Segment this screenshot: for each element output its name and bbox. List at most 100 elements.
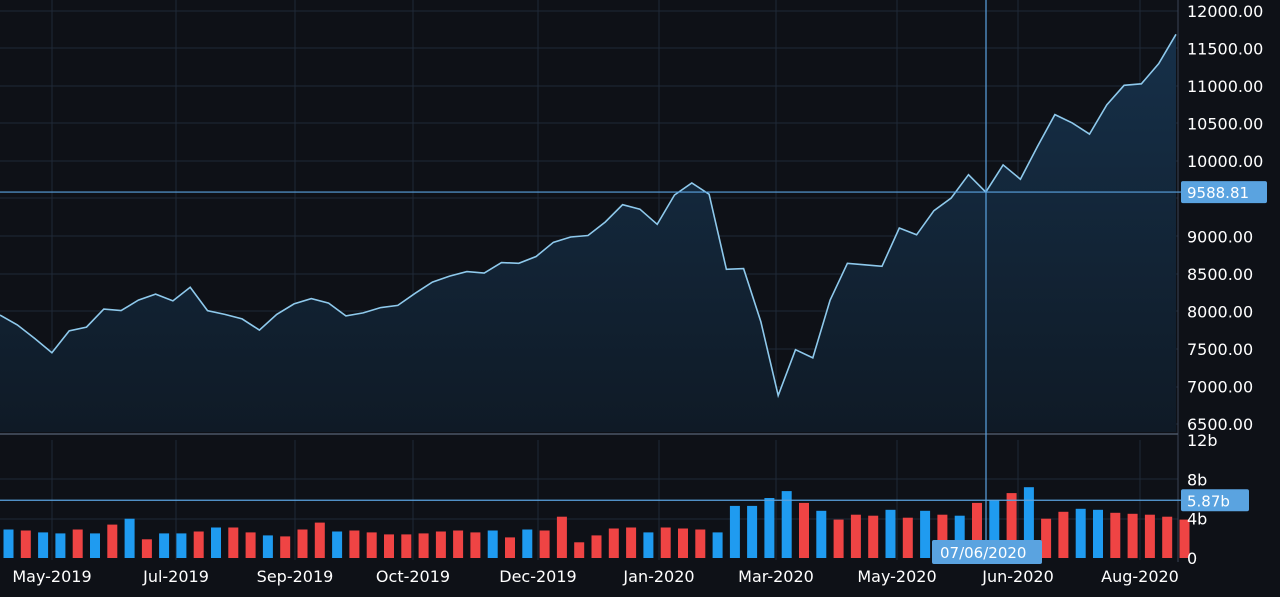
volume-bar (902, 517, 913, 558)
volume-bar (1162, 516, 1173, 558)
volume-bar (349, 530, 360, 558)
price-tick-label: 6500.00 (1187, 415, 1253, 434)
price-tick-label: 8500.00 (1187, 265, 1253, 284)
price-axis: 12000.00 11500.00 11000.00 10500.00 10000.00… (1187, 2, 1263, 434)
volume-bar (954, 515, 965, 558)
volume-bar (453, 530, 464, 558)
volume-bar (1144, 514, 1155, 558)
volume-bar (72, 529, 83, 558)
volume-bar (487, 530, 498, 558)
time-axis: May-2019 Jul-2019 Sep-2019 Oct-2019 Dec-2019… (12, 567, 1179, 586)
price-tick-label: 10000.00 (1187, 152, 1263, 171)
volume-bar (384, 534, 394, 558)
volume-bar (539, 530, 550, 558)
volume-bar (435, 531, 446, 558)
volume-bar (747, 505, 758, 558)
price-tick-label: 11000.00 (1187, 77, 1263, 96)
volume-tick-label: 8b (1187, 470, 1207, 489)
time-tick-label: Oct-2019 (376, 567, 450, 586)
time-tick-label: Jun-2020 (981, 567, 1054, 586)
volume-bar (608, 528, 619, 558)
volume-bar (314, 522, 325, 558)
volume-bar (107, 524, 118, 558)
volume-bar (816, 510, 827, 558)
volume-bar (193, 531, 204, 558)
volume-axis: 12b 8b 4b 0 (1187, 431, 1218, 568)
volume-bar (626, 527, 637, 558)
time-tick-label: Aug-2020 (1101, 567, 1179, 586)
volume-bar (1127, 513, 1138, 559)
volume-bar (729, 505, 740, 558)
price-crosshair-value: 9588.81 (1187, 184, 1249, 202)
price-tick-label: 7500.00 (1187, 340, 1253, 359)
volume-bar (885, 509, 896, 558)
volume-bar (20, 530, 31, 558)
volume-bar (643, 532, 654, 558)
volume-bar (660, 527, 671, 558)
volume-bar (920, 510, 931, 558)
volume-bar (868, 515, 879, 558)
volume-bar (262, 535, 273, 558)
volume-bar (781, 491, 792, 558)
volume-bar (989, 500, 1000, 558)
price-tick-label: 12000.00 (1187, 2, 1263, 21)
volume-bar (1041, 518, 1052, 558)
volume-bar (850, 514, 861, 558)
volume-bar (245, 532, 256, 558)
volume-bar (470, 532, 481, 558)
price-tick-label: 10500.00 (1187, 115, 1263, 134)
price-tick-label: 11500.00 (1187, 40, 1263, 59)
volume-crosshair-value: 5.87b (1187, 492, 1230, 510)
volume-bar (3, 529, 14, 558)
volume-bar (332, 531, 343, 558)
date-crosshair-label: 07/06/2020 (932, 540, 1042, 564)
volume-bar (55, 533, 66, 558)
volume-bar (228, 527, 239, 558)
volume-bar (90, 533, 100, 558)
price-line-series (0, 33, 1177, 399)
time-tick-label: Mar-2020 (738, 567, 814, 586)
date-crosshair-value: 07/06/2020 (940, 544, 1026, 562)
volume-bar (764, 498, 775, 558)
volume-bar (712, 532, 723, 558)
volume-tick-label: 0 (1187, 549, 1197, 568)
volume-bar (1179, 519, 1190, 558)
volume-bar (280, 536, 291, 558)
volume-bar (366, 532, 377, 558)
price-tick-label: 8000.00 (1187, 302, 1253, 321)
crosshair (0, 0, 1181, 540)
time-tick-label: Jul-2019 (142, 567, 209, 586)
volume-bar (211, 527, 221, 558)
price-tick-label: 7000.00 (1187, 378, 1253, 397)
volume-bars (3, 487, 1190, 559)
price-crosshair-label: 9588.81 (1181, 181, 1267, 204)
volume-bar (1023, 487, 1034, 558)
price-area-fill (0, 34, 1176, 433)
time-tick-label: May-2020 (857, 567, 936, 586)
time-tick-label: Sep-2019 (257, 567, 334, 586)
volume-bar (1075, 508, 1086, 558)
volume-bar (522, 529, 533, 558)
volume-bar (159, 533, 170, 558)
volume-bar (401, 534, 412, 558)
volume-bar (141, 539, 152, 558)
volume-bar (833, 519, 844, 558)
volume-bar (972, 502, 982, 558)
volume-bar (124, 518, 135, 558)
volume-bar (38, 532, 49, 558)
volume-bar (176, 533, 187, 558)
price-tick-label: 9000.00 (1187, 227, 1253, 246)
volume-tick-label: 4b (1187, 510, 1207, 529)
volume-tick-label: 12b (1187, 431, 1218, 450)
time-tick-label: May-2019 (12, 567, 91, 586)
volume-bar (1110, 512, 1121, 558)
volume-bar (591, 535, 602, 558)
volume-bar (1006, 493, 1017, 558)
volume-bar (695, 529, 706, 558)
time-tick-label: Jan-2020 (622, 567, 694, 586)
volume-bar (1093, 509, 1103, 558)
volume-bar (574, 542, 585, 558)
volume-bar (1058, 511, 1069, 558)
